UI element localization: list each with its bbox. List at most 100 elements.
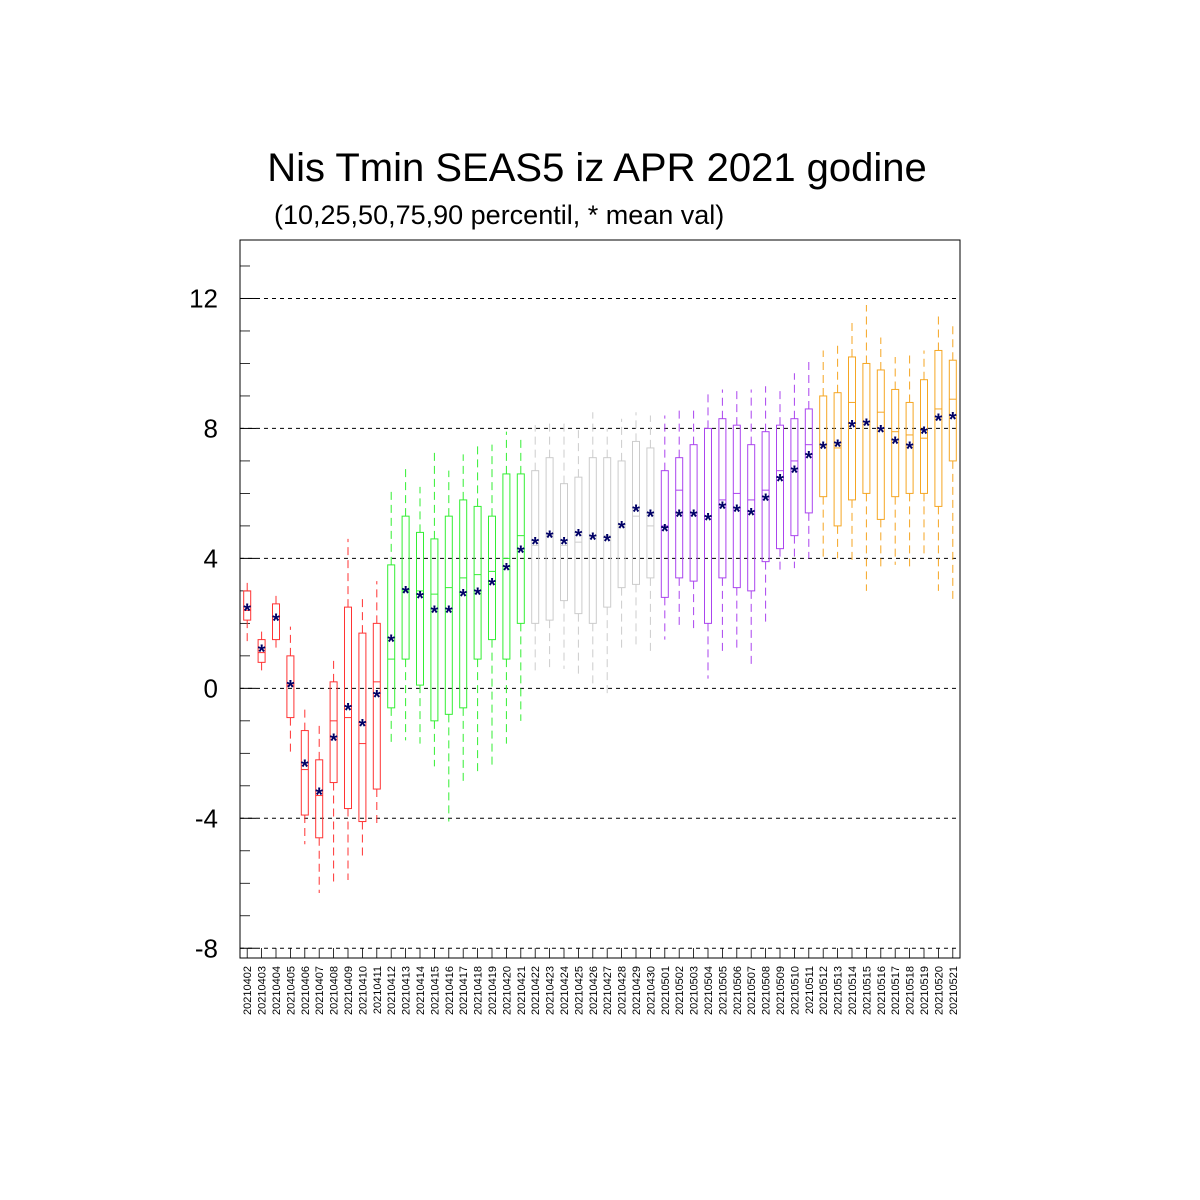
x-tick-label: 20210421 — [516, 966, 528, 1015]
mean-marker: * — [488, 575, 496, 597]
mean-marker: * — [474, 585, 482, 607]
box-iqr — [502, 473, 511, 660]
box-iqr — [531, 470, 540, 624]
box-iqr — [300, 730, 309, 816]
y-tick-label: 0 — [204, 673, 218, 703]
x-tick-label: 20210420 — [501, 966, 513, 1015]
mean-marker: * — [863, 416, 871, 438]
x-tick-label: 20210419 — [487, 966, 499, 1015]
mean-marker: * — [546, 528, 554, 550]
box-iqr — [704, 427, 712, 624]
mean-marker: * — [805, 448, 813, 470]
chart-title: Nis Tmin SEAS5 iz APR 2021 godine — [267, 146, 927, 190]
mean-marker: * — [747, 505, 755, 527]
x-tick-label: 20210509 — [775, 966, 787, 1015]
box-iqr — [819, 395, 828, 498]
x-tick-label: 20210518 — [905, 966, 917, 1015]
mean-marker: * — [920, 424, 928, 446]
x-tick-label: 20210416 — [444, 966, 456, 1015]
box-iqr — [473, 505, 482, 660]
x-tick-label: 20210503 — [689, 966, 701, 1015]
box-iqr — [257, 639, 266, 663]
mean-marker: * — [344, 700, 352, 722]
x-tick-label: 20210408 — [329, 966, 341, 1015]
box-iqr — [560, 483, 568, 602]
box-iqr — [632, 440, 640, 585]
box-iqr — [329, 681, 338, 784]
box-iqr — [459, 499, 468, 709]
box-iqr — [545, 457, 554, 621]
box-iqr — [617, 460, 626, 589]
box-iqr — [776, 424, 784, 550]
box-iqr — [675, 457, 684, 579]
x-tick-label: 20210511 — [804, 966, 816, 1014]
box-iqr — [430, 538, 439, 722]
box-iqr — [286, 655, 295, 719]
mean-marker: * — [819, 438, 827, 460]
chart-subtitle: (10,25,50,75,90 percentil, * mean val) — [274, 200, 725, 230]
box-iqr — [588, 457, 597, 624]
mean-marker: * — [906, 438, 914, 460]
mean-marker: * — [402, 583, 410, 605]
x-tick-label: 20210412 — [386, 966, 398, 1015]
mean-marker: * — [531, 534, 539, 556]
box-iqr — [444, 515, 453, 715]
mean-marker: * — [517, 542, 525, 564]
box-iqr — [488, 515, 496, 641]
x-tick-label: 20210515 — [861, 966, 873, 1015]
mean-marker: * — [258, 641, 266, 663]
x-tick-label: 20210514 — [847, 966, 859, 1015]
mean-marker: * — [791, 463, 799, 485]
x-tick-label: 20210406 — [300, 966, 312, 1015]
box-iqr — [646, 447, 655, 579]
box-iqr — [344, 606, 352, 810]
box-iqr — [243, 590, 252, 621]
box-iqr — [790, 418, 799, 537]
box-iqr — [848, 356, 856, 501]
box-iqr — [660, 470, 669, 598]
x-tick-label: 20210517 — [890, 966, 902, 1015]
box-iqr — [862, 362, 871, 494]
mean-marker: * — [459, 586, 467, 608]
mean-marker: * — [589, 529, 597, 551]
x-tick-label: 20210506 — [732, 966, 744, 1015]
y-tick-label: 12 — [189, 283, 218, 313]
box-iqr — [804, 408, 813, 514]
mean-marker: * — [618, 518, 626, 540]
mean-marker: * — [373, 687, 381, 709]
box-iqr — [272, 603, 280, 641]
box-iqr — [516, 473, 525, 624]
mean-marker: * — [330, 731, 338, 753]
plot-frame — [239, 239, 961, 959]
x-tick-label: 20210507 — [746, 966, 758, 1015]
x-tick-label: 20210414 — [415, 966, 427, 1015]
y-tick-label: -4 — [195, 803, 218, 833]
mean-marker: * — [632, 502, 640, 524]
x-tick-label: 20210407 — [314, 966, 326, 1015]
x-tick-label: 20210413 — [401, 966, 413, 1015]
box-iqr — [891, 388, 900, 498]
x-tick-label: 20210502 — [674, 966, 686, 1015]
mean-marker: * — [603, 531, 611, 553]
box-iqr — [761, 431, 770, 563]
x-tick-label: 20210425 — [573, 966, 585, 1015]
x-tick-label: 20210404 — [271, 966, 283, 1015]
box-iqr — [934, 349, 943, 507]
mean-marker: * — [891, 433, 899, 455]
x-tick-label: 20210409 — [343, 966, 355, 1015]
x-tick-label: 20210505 — [717, 966, 729, 1015]
x-tick-label: 20210521 — [948, 966, 960, 1015]
box-iqr — [387, 564, 396, 709]
box-iqr — [718, 418, 727, 579]
mean-marker: * — [575, 526, 583, 548]
box-iqr — [948, 359, 957, 462]
box-iqr — [315, 759, 324, 839]
mean-marker: * — [301, 757, 309, 779]
mean-marker: * — [762, 490, 770, 512]
mean-marker: * — [704, 510, 712, 532]
x-tick-label: 20210510 — [789, 966, 801, 1015]
x-tick-label: 20210427 — [602, 966, 614, 1015]
x-tick-label: 20210428 — [617, 966, 629, 1015]
mean-marker: * — [877, 422, 885, 444]
